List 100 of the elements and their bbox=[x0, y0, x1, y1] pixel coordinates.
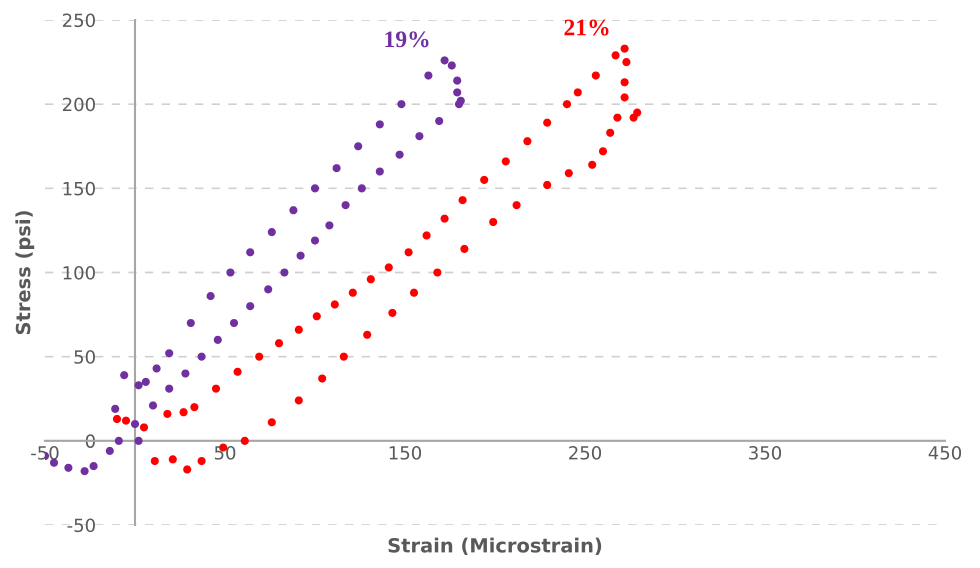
x-tick-label: 250 bbox=[569, 446, 602, 460]
point bbox=[620, 44, 629, 53]
point bbox=[384, 263, 393, 272]
point bbox=[433, 268, 442, 277]
point bbox=[435, 116, 444, 126]
point bbox=[134, 436, 143, 445]
x-tick-label: 150 bbox=[390, 446, 422, 460]
point bbox=[310, 236, 320, 245]
point bbox=[422, 231, 431, 240]
point bbox=[268, 418, 276, 426]
point bbox=[622, 58, 630, 66]
point bbox=[388, 308, 396, 317]
point bbox=[424, 72, 432, 80]
point bbox=[152, 364, 161, 372]
point bbox=[397, 100, 406, 108]
point bbox=[543, 118, 552, 127]
point bbox=[376, 167, 384, 176]
point bbox=[168, 455, 177, 464]
y-tick-label: 250 bbox=[62, 13, 95, 28]
point bbox=[274, 339, 284, 348]
point bbox=[358, 184, 366, 192]
point bbox=[106, 446, 114, 455]
point bbox=[134, 381, 143, 390]
point bbox=[206, 292, 215, 300]
point bbox=[633, 108, 642, 117]
point bbox=[111, 404, 120, 413]
y-tick-label: -50 bbox=[68, 518, 95, 532]
series-label: 21% bbox=[564, 20, 608, 36]
point bbox=[112, 414, 122, 423]
point bbox=[574, 88, 582, 96]
point bbox=[489, 218, 498, 226]
point bbox=[190, 403, 198, 412]
point bbox=[376, 120, 384, 128]
point bbox=[612, 51, 620, 60]
point bbox=[198, 352, 206, 361]
point bbox=[440, 56, 449, 64]
y-tick-label: 100 bbox=[64, 266, 95, 280]
point bbox=[246, 302, 254, 310]
point bbox=[165, 384, 174, 393]
point bbox=[246, 248, 254, 256]
point bbox=[613, 114, 622, 122]
point bbox=[296, 252, 305, 260]
x-tick-label: 450 bbox=[928, 446, 962, 460]
point bbox=[255, 352, 264, 361]
point bbox=[325, 221, 334, 230]
point bbox=[366, 275, 375, 284]
point bbox=[120, 371, 128, 380]
point bbox=[230, 318, 238, 328]
point bbox=[410, 288, 418, 297]
point bbox=[198, 456, 206, 466]
y-tick-label: 200 bbox=[62, 98, 95, 112]
point bbox=[523, 137, 532, 146]
y-tick-label: 50 bbox=[74, 350, 95, 364]
point bbox=[183, 465, 192, 474]
point bbox=[114, 436, 123, 445]
point bbox=[130, 420, 140, 428]
point bbox=[122, 416, 130, 425]
y-tick-label: 150 bbox=[64, 182, 95, 196]
point bbox=[458, 196, 467, 204]
point bbox=[90, 462, 98, 470]
point bbox=[453, 76, 462, 85]
point bbox=[294, 326, 303, 334]
point bbox=[332, 164, 341, 172]
point bbox=[330, 300, 339, 309]
point bbox=[396, 150, 404, 159]
point bbox=[480, 176, 488, 184]
point bbox=[226, 268, 234, 277]
point bbox=[543, 180, 552, 190]
point bbox=[348, 288, 357, 297]
point bbox=[240, 436, 249, 445]
point bbox=[363, 330, 372, 339]
point bbox=[415, 132, 424, 140]
point bbox=[512, 201, 521, 210]
point bbox=[440, 214, 449, 223]
point bbox=[562, 100, 572, 108]
point bbox=[502, 157, 510, 166]
point bbox=[148, 401, 158, 410]
point bbox=[456, 96, 465, 105]
point bbox=[404, 248, 413, 256]
point bbox=[214, 336, 222, 344]
point bbox=[80, 467, 89, 476]
point bbox=[460, 244, 468, 253]
point bbox=[268, 228, 276, 236]
point bbox=[620, 78, 629, 86]
point bbox=[310, 184, 320, 192]
point bbox=[312, 312, 321, 320]
x-tick-label: 350 bbox=[749, 446, 782, 460]
point bbox=[448, 61, 456, 70]
point bbox=[142, 378, 150, 386]
point bbox=[606, 128, 614, 137]
point bbox=[212, 384, 220, 393]
point bbox=[180, 408, 188, 416]
point bbox=[588, 160, 596, 169]
point bbox=[64, 464, 72, 472]
point bbox=[340, 352, 348, 361]
point bbox=[598, 147, 608, 156]
y-axis-title: Stress (psi) bbox=[15, 211, 34, 334]
point bbox=[592, 72, 600, 80]
x-axis-title: Strain (Microstrain) bbox=[388, 538, 602, 555]
point bbox=[318, 374, 326, 383]
